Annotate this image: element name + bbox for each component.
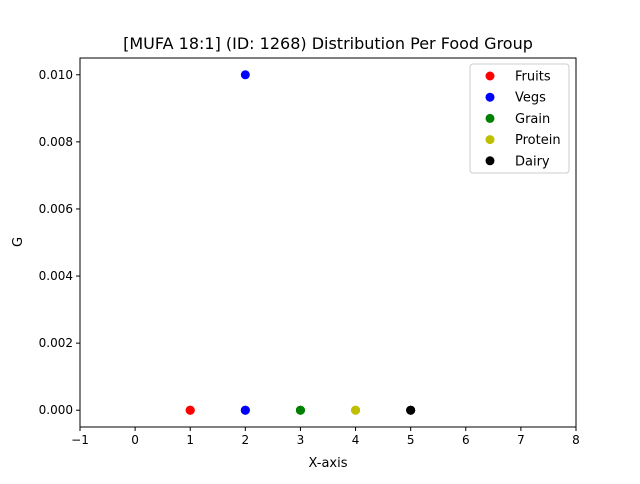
x-tick-label: 6 <box>462 433 470 447</box>
data-point-fruits <box>185 405 195 415</box>
legend-label-protein: Protein <box>515 133 561 148</box>
y-tick-label: 0.006 <box>39 202 73 216</box>
y-tick-label: 0.008 <box>39 135 73 149</box>
x-tick-label: 8 <box>572 433 580 447</box>
legend-box <box>469 63 570 174</box>
legend: Fruits Vegs Grain Protein Dairy <box>469 63 570 174</box>
x-axis-label: X-axis <box>309 456 348 471</box>
legend-label-grain: Grain <box>515 112 550 127</box>
x-tick-label: 1 <box>186 433 194 447</box>
legend-marker-vegs <box>485 92 495 102</box>
y-tick-label: 0.004 <box>39 269 73 283</box>
legend-marker-grain <box>485 113 495 123</box>
data-point-protein <box>351 405 361 415</box>
plot-frame <box>79 57 577 428</box>
x-tick-label: 3 <box>297 433 305 447</box>
y-tick-label: 0.000 <box>39 403 73 417</box>
data-point-vegs <box>240 405 250 415</box>
data-points <box>185 70 416 415</box>
y-axis-ticks: 0.000 0.002 0.004 0.006 0.008 0.010 <box>39 68 80 417</box>
chart-title: [MUFA 18:1] (ID: 1268) Distribution Per … <box>123 34 533 53</box>
y-axis-label: G <box>11 237 26 247</box>
legend-marker-dairy <box>485 156 495 166</box>
y-tick-label: 0.010 <box>39 68 73 82</box>
data-point-vegs <box>240 70 250 80</box>
y-tick-label: 0.002 <box>39 336 73 350</box>
legend-label-fruits: Fruits <box>515 70 551 85</box>
data-point-dairy <box>406 405 416 415</box>
x-tick-label: −1 <box>71 433 89 447</box>
legend-label-dairy: Dairy <box>515 154 550 169</box>
legend-marker-protein <box>485 135 495 145</box>
legend-label-vegs: Vegs <box>515 91 546 106</box>
x-tick-label: 0 <box>131 433 139 447</box>
x-tick-label: 7 <box>517 433 525 447</box>
x-tick-label: 2 <box>242 433 250 447</box>
x-tick-label: 5 <box>407 433 415 447</box>
x-axis-ticks: −1 0 1 2 3 4 5 6 7 8 <box>71 427 580 447</box>
data-point-grain <box>295 405 305 415</box>
legend-marker-fruits <box>485 71 495 81</box>
x-tick-label: 4 <box>352 433 360 447</box>
